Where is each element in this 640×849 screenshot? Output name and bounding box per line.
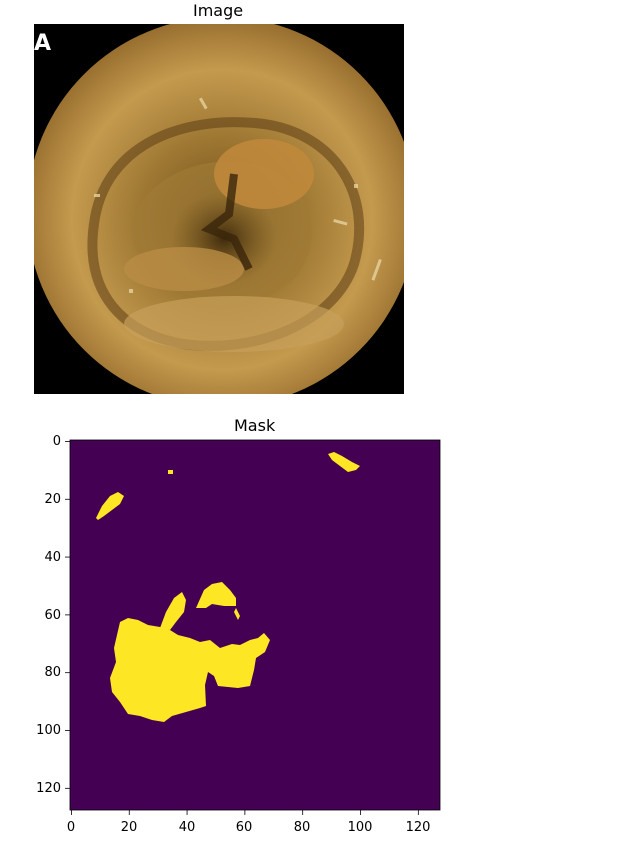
plot-frame: [69, 439, 441, 811]
x-tick-label: 80: [294, 820, 311, 835]
mask-region-upper: [196, 582, 236, 608]
x-tick-label: 0: [67, 820, 75, 835]
x-tick-label: 60: [236, 820, 253, 835]
mask-region-main: [110, 618, 270, 722]
y-tick-label: 60: [44, 608, 61, 623]
mask-region-dot: [168, 470, 173, 474]
y-tick-label: 100: [36, 723, 61, 738]
x-tick-label: 120: [406, 820, 431, 835]
photo-corner-letter: A: [34, 31, 51, 56]
y-tick-label: 80: [44, 665, 61, 680]
y-tick-label: 120: [36, 781, 61, 796]
y-tick-label: 0: [53, 434, 61, 449]
y-tick-label: 20: [44, 492, 61, 507]
endoscopy-photo: A: [34, 24, 404, 394]
y-tick-label: 40: [44, 550, 61, 565]
x-tick-label: 20: [121, 820, 138, 835]
x-tick-label: 100: [348, 820, 373, 835]
mask-region-speck-right: [234, 608, 240, 620]
mask-regions: [96, 452, 360, 722]
mask-region-finger: [160, 592, 186, 630]
image-panel-title: Image: [193, 1, 244, 20]
mask-panel-title: Mask: [234, 416, 276, 435]
mask-plot: 0 20 40 60 80 100 120 0 20 40 60 80 100 …: [36, 434, 441, 835]
mask-region-topright: [328, 452, 360, 472]
mask-region-topleft: [96, 492, 124, 520]
x-tick-label: 40: [179, 820, 196, 835]
